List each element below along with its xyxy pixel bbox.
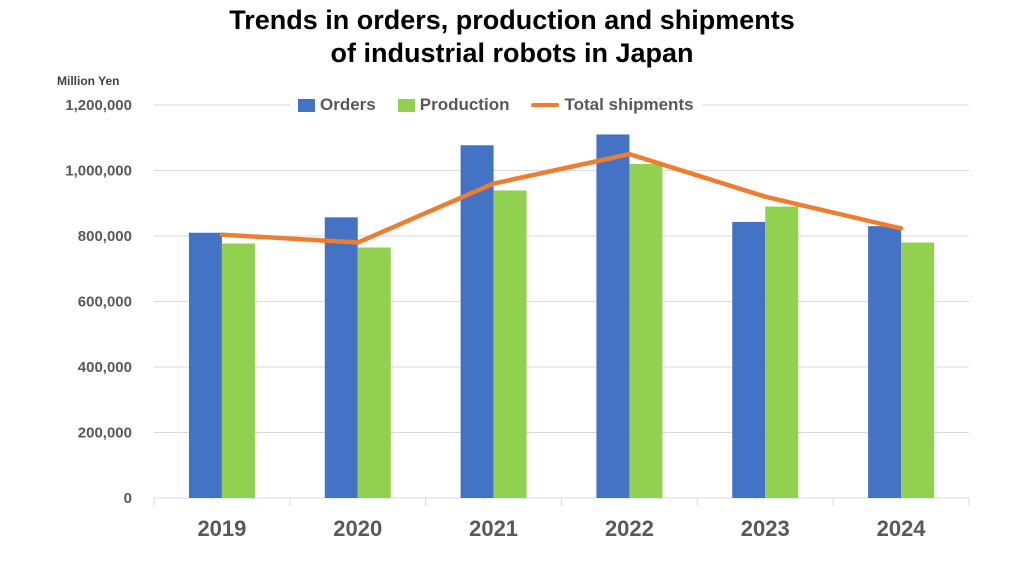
- x-tick-label: 2023: [741, 516, 790, 541]
- chart-title-line-2: of industrial robots in Japan: [330, 38, 694, 68]
- chart-title-line-1: Trends in orders, production and shipmen…: [229, 5, 795, 35]
- y-tick-label: 600,000: [78, 294, 132, 311]
- x-tick-label: 2021: [469, 516, 518, 541]
- legend-item-orders: Orders: [298, 95, 376, 115]
- point-total-shipments: [900, 227, 902, 229]
- y-axis-ticks: 0 200,000 400,000 600,000 800,000 1,000,000 1,…: [65, 97, 132, 507]
- point-total-shipments: [357, 242, 359, 244]
- legend-label-orders: Orders: [320, 95, 376, 114]
- x-tick-label: 2019: [197, 516, 246, 541]
- bar-production: [901, 242, 935, 498]
- legend-item-production: Production: [397, 95, 510, 115]
- point-total-shipments: [221, 234, 223, 236]
- bar-orders: [460, 145, 494, 498]
- legend-swatch-production: [397, 98, 415, 112]
- legend-label-production: Production: [419, 95, 510, 114]
- bar-series: [188, 134, 935, 499]
- bar-orders: [732, 221, 766, 499]
- legend: Orders Production Total shipments: [290, 94, 702, 116]
- y-tick-label: 1,200,000: [65, 97, 132, 114]
- x-tick-label: 2020: [333, 516, 382, 541]
- chart-title: Trends in orders, production and shipmen…: [0, 4, 1024, 70]
- y-tick-label: 200,000: [78, 425, 132, 442]
- x-axis: 2019 2020 2021 2022 2023 2024: [153, 497, 970, 541]
- legend-label-shipments: Total shipments: [564, 95, 694, 114]
- bar-orders: [324, 217, 358, 498]
- point-total-shipments: [764, 196, 766, 198]
- bar-production: [765, 206, 799, 498]
- y-tick-label: 400,000: [78, 359, 132, 376]
- legend-item-shipments: Total shipments: [531, 95, 694, 115]
- point-total-shipments: [493, 183, 495, 185]
- bar-orders: [596, 134, 630, 498]
- y-tick-label: 1,000,000: [65, 163, 132, 180]
- legend-swatch-shipments: [531, 103, 560, 107]
- bar-production: [221, 243, 255, 498]
- line-total-shipments: [219, 151, 904, 245]
- bar-production: [357, 247, 391, 498]
- line-series: [219, 151, 904, 245]
- y-tick-label: 0: [124, 490, 132, 507]
- gridlines: [154, 104, 969, 433]
- bar-orders: [188, 232, 222, 498]
- x-tick-label: 2022: [605, 516, 654, 541]
- x-tick-label: 2024: [877, 516, 927, 541]
- y-tick-label: 800,000: [78, 228, 132, 245]
- y-axis-unit-label: Million Yen: [57, 74, 120, 88]
- bar-orders: [868, 226, 902, 499]
- bar-production: [493, 190, 527, 499]
- legend-swatch-orders: [298, 98, 315, 112]
- bar-production: [629, 163, 663, 498]
- point-total-shipments: [628, 153, 630, 155]
